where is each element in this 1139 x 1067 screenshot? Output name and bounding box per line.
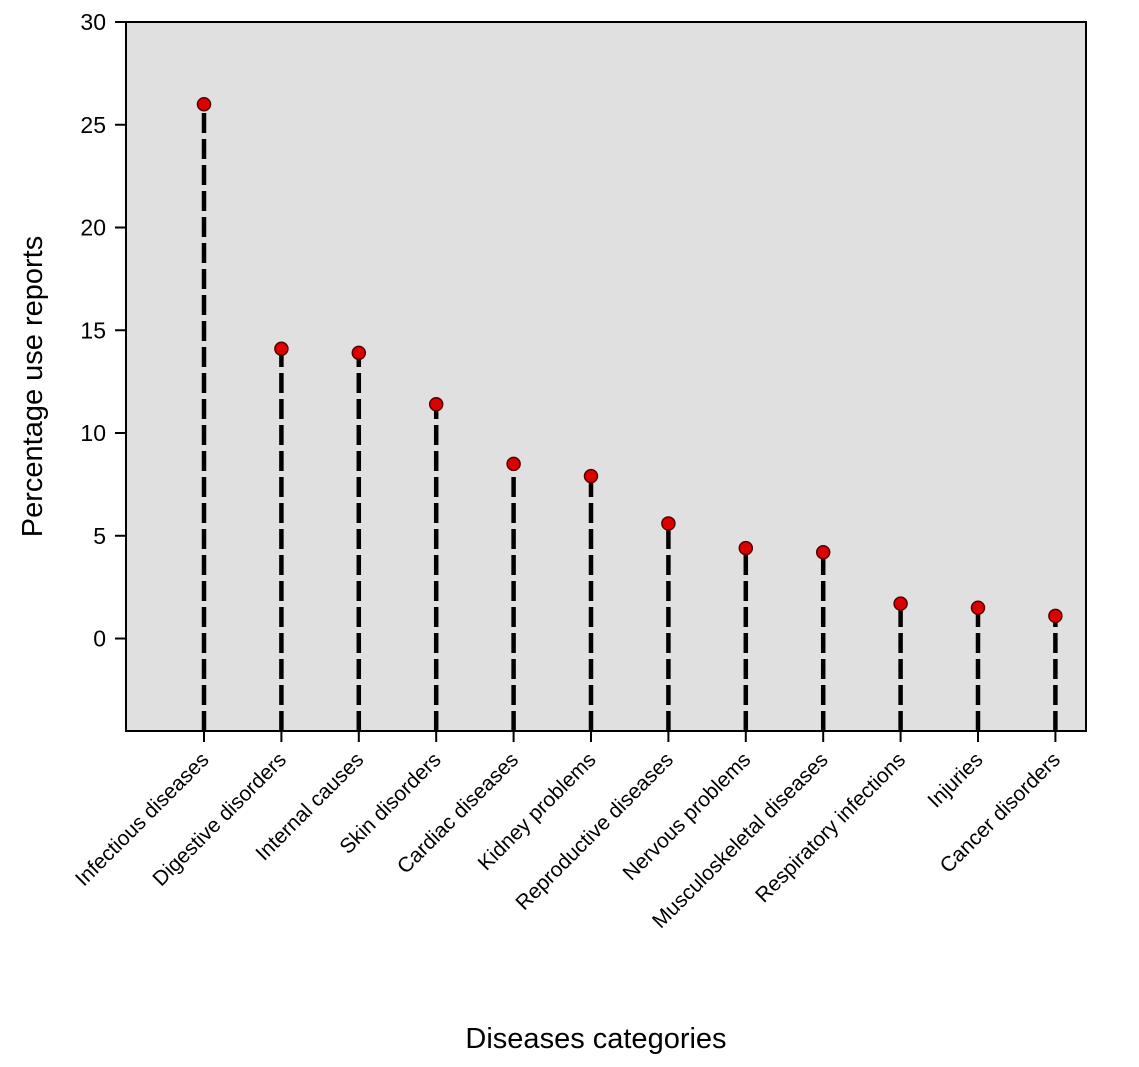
data-point — [661, 516, 676, 531]
x-category-label: Injuries — [923, 748, 987, 812]
y-tick-label: 20 — [80, 215, 106, 241]
y-axis: 0 5 10 15 20 25 30 — [80, 9, 126, 652]
x-category-label: Infectious diseases — [71, 748, 214, 891]
y-tick-label: 15 — [80, 317, 106, 343]
x-axis — [203, 731, 1057, 742]
data-point — [738, 540, 754, 556]
drop-lines — [201, 104, 1058, 731]
data-point — [970, 600, 986, 615]
y-tick-label: 0 — [93, 626, 106, 652]
x-category-label: Nervous problems — [619, 748, 756, 885]
y-tick-label: 5 — [93, 523, 106, 549]
data-point — [351, 345, 367, 361]
data-point — [893, 596, 908, 611]
data-point — [196, 96, 212, 112]
x-category-label: Digestive disorders — [148, 748, 291, 891]
data-point — [428, 396, 444, 412]
data-point — [506, 456, 521, 472]
x-category-label: Respiratory infections — [751, 748, 910, 907]
data-point — [274, 341, 289, 357]
data-points — [196, 96, 1063, 624]
y-tick-label: 25 — [80, 112, 106, 138]
y-axis-title: Percentage use reports — [17, 236, 49, 537]
plot-area — [125, 21, 1087, 732]
x-category-label: Reproductive diseases — [511, 748, 677, 914]
data-point — [583, 468, 599, 484]
x-axis-title: Diseases categories — [465, 1023, 726, 1055]
data-point — [815, 544, 831, 560]
y-tick-label: 30 — [80, 9, 106, 35]
data-point — [1048, 608, 1063, 624]
y-tick-label: 10 — [80, 420, 106, 446]
